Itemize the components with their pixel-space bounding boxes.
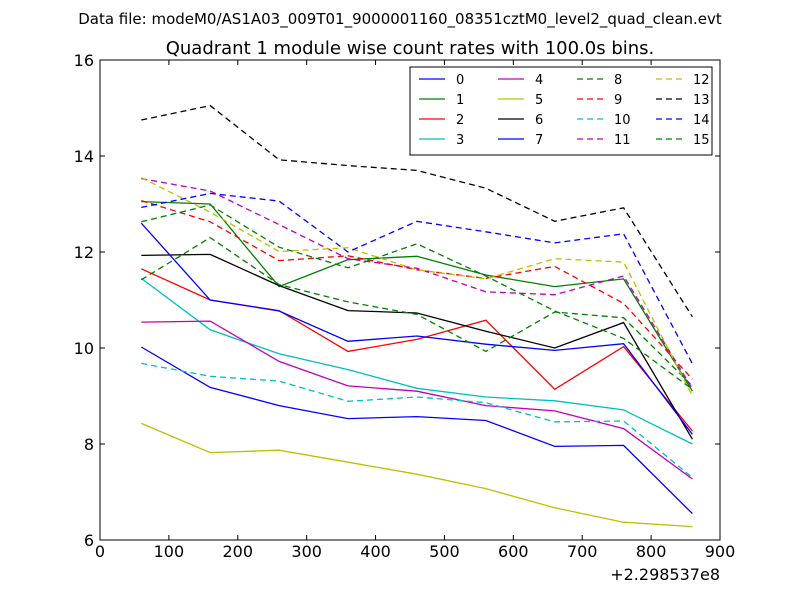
series-line-3 [140,277,693,445]
legend-label-13: 13 [693,93,710,108]
legend-label-6: 6 [535,113,543,128]
x-tick-label: 200 [223,542,254,561]
legend-label-8: 8 [614,73,622,88]
series-line-6 [141,253,693,440]
x-tick-label: 500 [429,542,460,561]
legend-label-12: 12 [693,73,710,88]
legend-label-0: 0 [456,73,464,88]
x-tick-label: 100 [154,542,185,561]
x-tick-label: 700 [567,542,598,561]
legend-label-2: 2 [456,113,464,128]
legend-label-3: 3 [456,133,464,148]
series-line-2 [141,268,693,432]
series-line-12 [141,177,693,397]
series-line-15 [141,204,693,390]
series-line-5 [141,422,693,528]
y-tick-label: 12 [74,243,94,262]
legend-label-10: 10 [614,113,631,128]
legend-label-11: 11 [614,133,631,148]
legend-label-14: 14 [693,113,710,128]
y-tick-label: 10 [74,339,94,358]
series-line-1 [141,200,693,392]
data-file-label: Data file: modeM0/AS1A03_009T01_90000011… [78,10,722,29]
series-line-13 [141,104,693,318]
chart-title: Quadrant 1 module wise count rates with … [166,38,655,59]
legend-label-7: 7 [535,133,543,148]
x-tick-label: 600 [498,542,529,561]
series-line-9 [141,199,693,380]
plot-frame [99,59,721,541]
series-line-14 [141,192,693,365]
y-tick-label: 6 [84,531,94,550]
x-tick-label: 900 [705,542,736,561]
legend-label-9: 9 [614,93,622,108]
series-line-4 [141,320,693,480]
y-tick-label: 14 [74,147,94,166]
x-tick-label: 400 [360,542,391,561]
series-line-11 [141,177,693,390]
legend-label-5: 5 [535,93,543,108]
legend-label-4: 4 [535,73,543,88]
series-line-8 [140,236,693,387]
y-tick-label: 16 [74,51,94,70]
legend-box [409,66,713,156]
x-tick-label: 0 [95,542,105,561]
series-layer [140,104,693,528]
legend-label-1: 1 [456,93,464,108]
x-tick-label: 800 [636,542,667,561]
legend-label-15: 15 [693,133,710,148]
x-tick-label: 300 [291,542,322,561]
series-line-7 [140,222,693,435]
series-line-0 [140,346,693,515]
y-tick-label: 8 [84,435,94,454]
series-line-10 [141,362,693,479]
x-offset-label: +2.298537e8 [610,565,720,584]
